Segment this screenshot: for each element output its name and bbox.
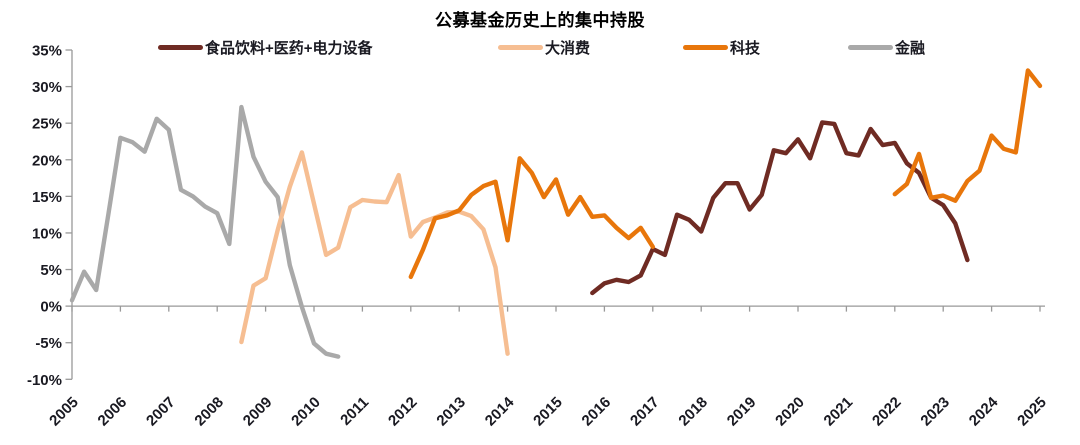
legend-item-financials: 金融 [848, 36, 925, 58]
legend-label: 金融 [895, 39, 926, 57]
legend-item-tech: 科技 [683, 36, 760, 58]
svg-text:-10%: -10% [27, 372, 62, 389]
svg-text:2014: 2014 [482, 393, 518, 429]
svg-text:2012: 2012 [385, 394, 421, 430]
svg-text:2025: 2025 [1014, 394, 1050, 430]
chart-title: 公募基金历史上的集中持股 [435, 11, 645, 30]
svg-text:2013: 2013 [433, 394, 469, 430]
svg-text:2007: 2007 [143, 394, 179, 430]
legend-label: 食品饮料+医药+电力设备 [205, 39, 373, 57]
svg-text:2008: 2008 [191, 394, 227, 430]
svg-text:2024: 2024 [966, 393, 1002, 429]
svg-text:2018: 2018 [675, 394, 711, 430]
svg-text:0%: 0% [40, 299, 62, 316]
legend-swatch-icon [683, 44, 728, 50]
svg-text:35%: 35% [32, 43, 62, 60]
svg-text:2022: 2022 [869, 394, 905, 430]
legend: 食品饮料+医药+电力设备 大消费 科技 金融 [0, 36, 1080, 58]
svg-text:15%: 15% [32, 189, 62, 206]
svg-text:2010: 2010 [288, 394, 324, 430]
legend-label: 大消费 [545, 39, 591, 57]
svg-text:2011: 2011 [337, 394, 372, 429]
legend-swatch-icon [158, 44, 203, 50]
svg-text:2020: 2020 [772, 394, 808, 430]
svg-text:2017: 2017 [627, 394, 663, 430]
svg-text:20%: 20% [32, 152, 62, 169]
svg-text:5%: 5% [40, 262, 62, 279]
svg-text:2023: 2023 [917, 394, 953, 430]
svg-text:2016: 2016 [579, 394, 615, 430]
svg-text:2009: 2009 [240, 394, 276, 430]
svg-text:2021: 2021 [821, 394, 857, 430]
svg-text:-5%: -5% [35, 335, 62, 352]
svg-text:25%: 25% [32, 116, 62, 133]
legend-swatch-icon [498, 44, 543, 50]
legend-item-consumer: 大消费 [498, 36, 590, 58]
svg-text:30%: 30% [32, 79, 62, 96]
svg-text:2019: 2019 [724, 394, 760, 430]
legend-label: 科技 [730, 39, 761, 57]
svg-text:10%: 10% [32, 225, 62, 242]
svg-text:2005: 2005 [46, 394, 82, 430]
legend-swatch-icon [848, 44, 893, 50]
svg-text:2015: 2015 [530, 394, 566, 430]
svg-text:2006: 2006 [95, 394, 131, 430]
legend-item-food-pharma-power: 食品饮料+医药+电力设备 [158, 36, 373, 58]
